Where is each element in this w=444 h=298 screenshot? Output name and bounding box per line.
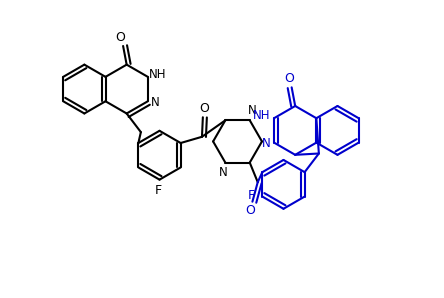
Text: O: O bbox=[245, 204, 255, 217]
Text: N: N bbox=[151, 96, 159, 109]
Text: O: O bbox=[199, 102, 209, 115]
Text: N: N bbox=[248, 104, 256, 117]
Text: N: N bbox=[219, 166, 228, 179]
Text: NH: NH bbox=[253, 109, 270, 122]
Text: NH: NH bbox=[149, 68, 166, 81]
Text: O: O bbox=[115, 31, 125, 44]
Text: F: F bbox=[155, 184, 162, 197]
Text: F: F bbox=[248, 189, 255, 202]
Text: O: O bbox=[284, 72, 294, 85]
Text: N: N bbox=[262, 137, 270, 150]
